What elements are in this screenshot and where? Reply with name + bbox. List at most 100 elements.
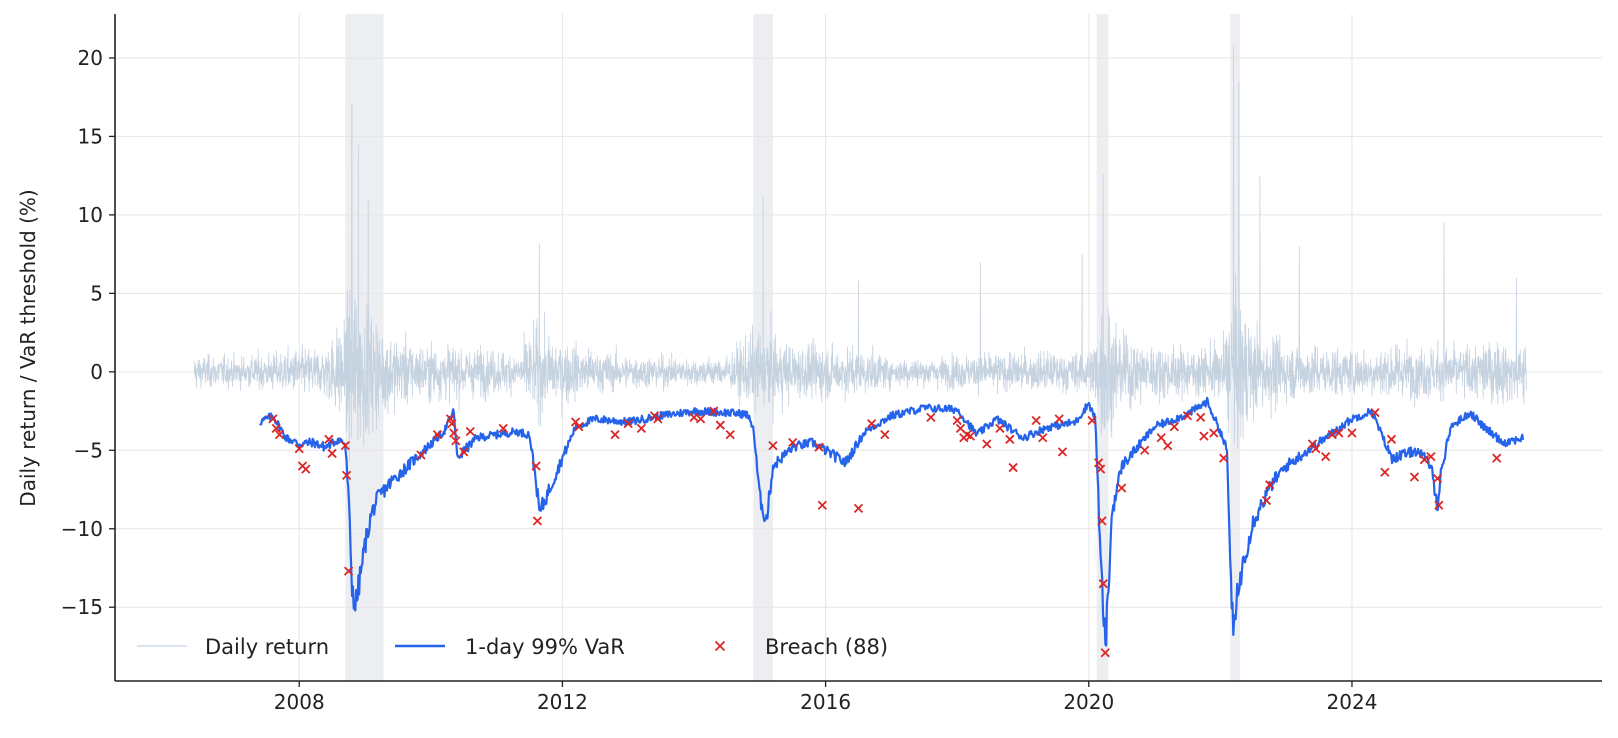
breach-marker — [880, 429, 890, 440]
breach-marker — [853, 503, 864, 514]
breach-marker — [689, 412, 699, 422]
breach-marker — [1307, 439, 1318, 449]
breach-marker — [1199, 431, 1209, 441]
legend-label: Breach (88) — [765, 635, 888, 659]
breach-marker — [341, 470, 352, 481]
breach-marker — [1057, 447, 1068, 457]
x-tick-label: 2012 — [537, 690, 588, 714]
y-tick-label: −10 — [61, 517, 103, 541]
daily-return-series — [193, 45, 1527, 462]
breach-marker — [1327, 429, 1337, 440]
breach-marker — [1169, 422, 1179, 432]
breach-marker — [1386, 434, 1397, 444]
breach-marker — [1098, 579, 1108, 589]
breach-marker — [814, 442, 824, 452]
breach-marker — [531, 461, 541, 471]
breach-marker — [1031, 415, 1041, 426]
breach-marker — [1097, 516, 1107, 526]
legend-label: 1-day 99% VaR — [465, 635, 625, 659]
breach-marker — [465, 426, 475, 437]
breach-marker — [498, 423, 508, 433]
breach-marker — [1182, 411, 1193, 421]
legend-swatch-breach — [714, 640, 726, 652]
breach-marker — [1409, 472, 1420, 482]
breach-marker — [1265, 480, 1275, 490]
axes — [114, 14, 1602, 682]
breach-marker — [1347, 428, 1357, 438]
x-tick-label: 2008 — [274, 690, 325, 714]
breach-marker — [952, 415, 962, 426]
breach-marker — [274, 429, 285, 440]
breach-markers — [268, 406, 1502, 658]
breach-marker — [788, 437, 798, 448]
breach-marker — [725, 429, 735, 440]
breach-marker — [1140, 445, 1150, 455]
breach-marker — [1117, 483, 1127, 493]
breach-marker — [574, 422, 584, 432]
breach-marker — [340, 440, 350, 451]
y-axis-title: Daily return / VaR threshold (%) — [16, 189, 40, 506]
breach-marker — [995, 423, 1005, 433]
breach-marker — [1419, 455, 1429, 465]
breach-marker — [447, 418, 457, 429]
breach-marker — [695, 414, 706, 424]
breach-marker — [1380, 467, 1390, 477]
breach-marker — [1163, 440, 1173, 451]
y-tick-label: 0 — [90, 360, 103, 384]
breach-marker — [1095, 464, 1106, 474]
breach-marker — [1370, 407, 1380, 418]
breach-marker — [709, 406, 719, 416]
breach-marker — [636, 423, 647, 433]
y-tick-label: 10 — [78, 203, 103, 227]
breach-marker — [1432, 473, 1443, 484]
y-tick-label: 15 — [78, 124, 103, 148]
breach-marker — [343, 566, 354, 576]
breach-marker — [1209, 428, 1219, 438]
breach-marker — [570, 417, 581, 427]
breach-marker — [1196, 412, 1206, 422]
x-tick-label: 2016 — [800, 690, 851, 714]
legend-label: Daily return — [205, 635, 329, 659]
breach-marker — [294, 444, 304, 454]
breach-marker — [301, 464, 311, 474]
breach-marker — [459, 447, 469, 457]
breach-marker — [926, 412, 936, 422]
breach-marker — [416, 450, 426, 460]
breach-marker — [715, 420, 725, 430]
breach-marker — [653, 414, 663, 424]
breach-marker — [965, 431, 975, 441]
y-tick-label: −5 — [74, 438, 103, 462]
breach-marker — [1426, 451, 1436, 462]
breach-marker — [1087, 415, 1097, 426]
breach-marker — [610, 429, 620, 440]
breach-marker — [432, 429, 443, 440]
breach-marker — [1008, 462, 1018, 473]
breach-marker — [327, 448, 337, 459]
x-tick-label: 2024 — [1327, 690, 1378, 714]
breach-marker — [271, 423, 281, 433]
breach-marker — [1492, 453, 1502, 463]
breach-marker — [1156, 433, 1166, 443]
daily-return-line — [193, 45, 1527, 462]
breach-marker — [451, 436, 461, 446]
breach-marker — [532, 516, 543, 526]
breach-marker — [1261, 495, 1272, 506]
y-tick-label: −15 — [61, 595, 103, 619]
breach-marker — [1054, 414, 1064, 424]
breach-marker — [268, 414, 278, 424]
breach-marker — [1311, 444, 1321, 454]
breach-marker — [1038, 433, 1048, 443]
breach-marker — [1094, 458, 1104, 468]
legend: Daily return 1-day 99% VaR Breach (88) — [137, 635, 888, 659]
breach-marker — [867, 418, 877, 429]
breach-marker — [1334, 428, 1344, 438]
breach-marker — [1219, 453, 1229, 463]
breach-marker — [1321, 451, 1331, 462]
y-tick-label: 5 — [90, 281, 103, 305]
breach-marker — [1100, 648, 1110, 658]
tick-labels: −15 −10 −5 0 5 10 15 20 2008 2012 2016 2020 2024 — [61, 46, 1378, 714]
breach-marker — [982, 439, 992, 449]
y-tick-label: 20 — [78, 46, 103, 70]
breach-marker — [1005, 434, 1015, 444]
